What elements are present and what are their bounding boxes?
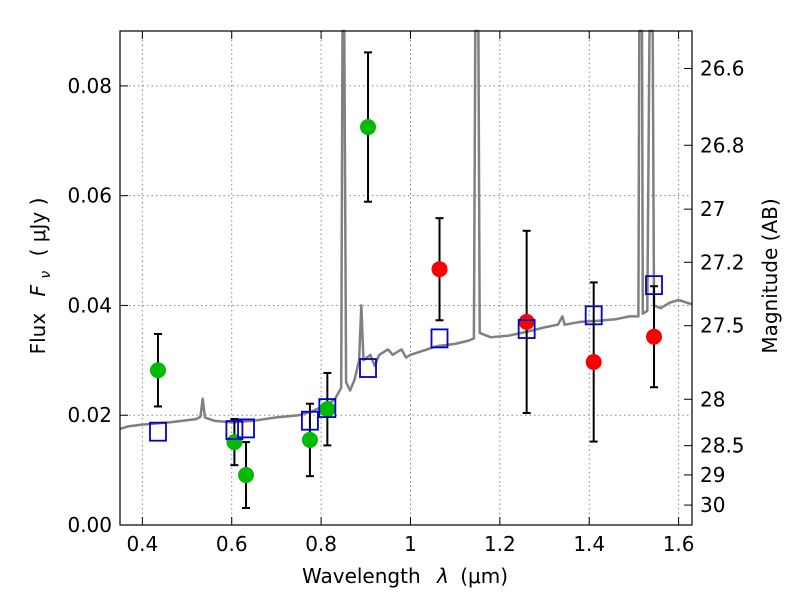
y2-axis-label: Magnitude (AB): [758, 198, 782, 353]
y2-tick-label: 27.5: [700, 314, 745, 338]
model-flux-square: [149, 421, 167, 442]
y2-tick-label: 28: [700, 387, 725, 411]
y-axis-label-symbol: F: [26, 284, 50, 296]
photometry-point: [431, 261, 448, 278]
photometry-point: [301, 431, 318, 448]
photometry-markers: [149, 119, 663, 484]
model-flux-square: [584, 305, 603, 326]
photometry-point: [646, 328, 663, 345]
y-tick-label: 0.00: [67, 513, 112, 537]
template-spectrum-line: [119, 29, 693, 431]
x-tick-label: 1.2: [484, 532, 516, 556]
template-spectrum: [119, 29, 693, 431]
y-axis-label: Flux F ν ( μJy ): [26, 198, 55, 355]
model-flux-square: [645, 275, 663, 296]
y-tick-label: 0.06: [67, 184, 112, 208]
model-flux-square: [430, 328, 449, 349]
model-flux-square: [318, 398, 337, 418]
y2-tick-label: 30: [700, 493, 725, 517]
x-tick-label: 1.4: [573, 532, 605, 556]
y-tick-label: 0.02: [67, 403, 112, 427]
model-flux-square: [517, 319, 536, 339]
y2-tick-label: 26.8: [700, 133, 745, 157]
y-axis-label-unit: ( μJy ): [26, 198, 50, 257]
x-axis-label: Wavelength λ (μm): [302, 564, 508, 588]
y-axis-label-group: Flux F ν ( μJy ): [26, 198, 55, 355]
x-tick-label: 1: [404, 532, 417, 556]
y2-tick-label: 27.2: [700, 250, 745, 274]
y-tick-label: 0.08: [67, 74, 112, 98]
x-axis-label-unit: (μm): [460, 564, 508, 588]
photometry-point: [149, 362, 166, 379]
y2-tick-label: 29: [700, 463, 725, 487]
x-tick-label: 0.8: [305, 532, 337, 556]
y-axis-label-text: Flux: [26, 313, 50, 355]
y-tick-label: 0.04: [67, 293, 112, 317]
y2-axis-label-group: Magnitude (AB): [758, 198, 782, 353]
plot-frame: [119, 30, 693, 526]
model-flux-square: [225, 420, 244, 440]
y-axis-label-subscript: ν: [38, 271, 54, 279]
axis-ticks: 0.4 0.6 0.8 1 1.2 1.4 1.6 0.00 0.02 0.04 0.06 0.08 2…: [67, 31, 745, 556]
photometry-point: [319, 401, 336, 418]
y2-tick-label: 27: [700, 197, 725, 221]
y2-tick-label: 26.6: [700, 56, 745, 80]
model-flux-square: [237, 418, 255, 439]
model-flux-square: [359, 358, 377, 378]
photometry-point: [238, 467, 255, 484]
x-tick-label: 0.6: [216, 532, 248, 556]
model-flux-square: [301, 410, 319, 431]
x-axis-label-text: Wavelength: [302, 564, 421, 588]
x-tick-label: 0.4: [126, 532, 158, 556]
y2-tick-label: 28.5: [700, 434, 745, 458]
x-tick-label: 1.6: [663, 532, 695, 556]
photometry-point: [518, 313, 535, 330]
photometry-point: [585, 353, 602, 370]
x-axis-label-symbol: λ: [436, 564, 449, 588]
photometry-point: [360, 119, 377, 136]
